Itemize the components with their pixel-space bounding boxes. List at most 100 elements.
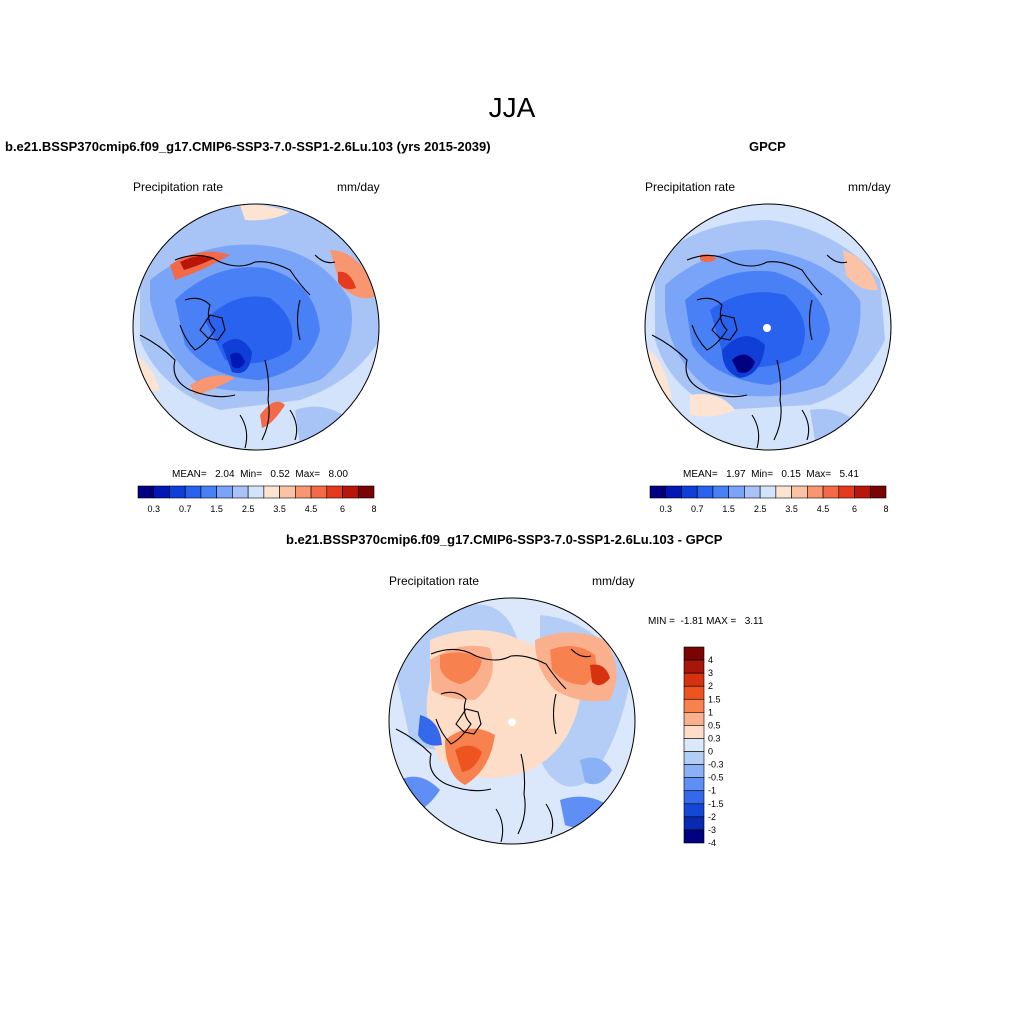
panel-obs-variable-label: Precipitation rate — [645, 180, 736, 194]
colorbar-diff-swatch — [683, 672, 705, 687]
panel-diff-units-label: mm/day — [592, 574, 635, 588]
colorbar-model-tick-label: 3.5 — [273, 504, 286, 514]
colorbar-diff-swatch — [683, 816, 705, 831]
colorbar-model-swatch — [342, 485, 359, 499]
colorbar-obs-swatch — [854, 485, 871, 499]
colorbar-diff-swatch — [683, 659, 705, 674]
colorbar-model-swatch — [169, 485, 186, 499]
colorbar-model-swatch — [310, 485, 328, 499]
colorbar-diff-swatch — [683, 738, 705, 752]
colorbar-diff-tick-label: 0.3 — [708, 733, 721, 743]
map-diff — [389, 598, 635, 844]
colorbar-diff-tick-label: 1.5 — [708, 694, 721, 704]
panel-model-units-label: mm/day — [337, 180, 380, 194]
colorbar-obs-swatch — [696, 485, 714, 499]
map-diff-coastlines — [395, 648, 592, 843]
colorbar-model-tick-label: 0.3 — [147, 504, 160, 514]
colorbar-diff-tick-label: -4 — [708, 838, 716, 848]
colorbar-obs-swatch — [712, 485, 729, 499]
colorbar-diff-swatch — [683, 803, 705, 818]
colorbar-obs-swatch — [838, 485, 855, 499]
colorbar-diff-swatch — [683, 777, 705, 792]
colorbar-obs-swatch — [744, 485, 761, 499]
map-obs-coastlines — [651, 254, 848, 449]
colorbar-diff-swatch — [683, 712, 705, 726]
colorbar-obs-tick-label: 0.3 — [659, 504, 672, 514]
colorbar-obs-swatch — [807, 485, 824, 499]
colorbar-diff-tick-label: 0.5 — [708, 720, 721, 730]
panel-obs-units-label: mm/day — [848, 180, 891, 194]
colorbar-model-tick-label: 0.7 — [179, 504, 192, 514]
colorbar-diff-tick-label: -0.5 — [708, 773, 724, 783]
colorbar-model-tick-label: 1.5 — [210, 504, 223, 514]
panel-diff-variable-label: Precipitation rate — [389, 574, 480, 588]
colorbar-diff-tick-label: 1 — [708, 707, 713, 717]
colorbar-diff-tick-label: -0.3 — [708, 760, 724, 770]
colorbar-model-swatch — [279, 485, 296, 499]
panel-obs-title: GPCP — [749, 139, 786, 154]
colorbar-diff-tick-label: -1 — [708, 786, 716, 796]
colorbar-obs-tick-label: 0.7 — [691, 504, 704, 514]
colorbar-diff-tick-label: -2 — [708, 812, 716, 822]
colorbar-diff-swatch — [683, 764, 705, 778]
panel-model-stats: MEAN= 2.04 Min= 0.52 Max= 8.00 — [172, 469, 348, 480]
colorbar-model-swatch — [216, 485, 233, 499]
colorbar-obs-swatch — [681, 485, 698, 499]
panel-model-title: b.e21.BSSP370cmip6.f09_g17.CMIP6-SSP3-7.… — [5, 139, 491, 154]
colorbar-obs-tick-label: 8 — [883, 504, 888, 514]
colorbar-model-tick-label: 6 — [340, 504, 345, 514]
map-obs-boundary — [644, 203, 892, 451]
colorbar-model-swatch — [357, 485, 375, 499]
colorbar-obs-tick-label: 1.5 — [722, 504, 735, 514]
colorbar-obs-swatch — [869, 485, 887, 499]
map-obs — [645, 204, 891, 450]
colorbar-obs: 0.3 0.7 1.5 2.5 3.5 4.5 6 8 — [649, 485, 889, 514]
colorbar-model-swatch — [295, 485, 312, 499]
colorbar-diff-swatch — [683, 790, 705, 805]
panel-obs-stats: MEAN= 1.97 Min= 0.15 Max= 5.41 — [683, 469, 859, 480]
colorbar-diff-tick-label: -3 — [708, 825, 716, 835]
panel-diff-stats: MIN = -1.81 MAX = 3.11 — [648, 616, 764, 627]
colorbar-obs-swatch — [665, 485, 682, 499]
colorbar-model-swatch — [247, 485, 265, 499]
colorbar-diff-swatch — [683, 829, 705, 844]
colorbar-model-swatch — [200, 485, 217, 499]
colorbar-model: 0.3 0.7 1.5 2.5 3.5 4.5 6 8 — [137, 485, 377, 514]
colorbar-obs-tick-label: 3.5 — [785, 504, 798, 514]
colorbar-diff-swatch — [683, 751, 705, 765]
colorbar-diff-swatch — [683, 698, 705, 713]
colorbar-obs-swatch — [649, 485, 667, 499]
panel-diff-title: b.e21.BSSP370cmip6.f09_g17.CMIP6-SSP3-7.… — [286, 532, 723, 547]
colorbar-model-swatch — [232, 485, 249, 499]
colorbar-diff-tick-label: 4 — [708, 655, 713, 665]
colorbar-diff-tick-label: -1.5 — [708, 799, 724, 809]
colorbar-diff-swatch — [683, 685, 705, 700]
colorbar-model-swatch — [184, 485, 202, 499]
colorbar-diff-tick-label: 3 — [708, 668, 713, 678]
colorbar-diff-tick-label: 2 — [708, 681, 713, 691]
colorbar-model-swatch — [137, 485, 155, 499]
colorbar-model-tick-label: 8 — [371, 504, 376, 514]
colorbar-model-swatch — [326, 485, 343, 499]
colorbar-obs-tick-label: 6 — [852, 504, 857, 514]
colorbar-diff-tick-label: 0 — [708, 747, 713, 757]
map-diff-boundary — [388, 597, 636, 845]
figure-title: JJA — [488, 92, 536, 123]
colorbar-model-swatch — [263, 485, 280, 499]
colorbar-model-tick-label: 4.5 — [305, 504, 318, 514]
colorbar-obs-swatch — [775, 485, 792, 499]
colorbar-model-swatch — [153, 485, 170, 499]
map-model-boundary — [132, 203, 380, 451]
colorbar-obs-tick-label: 4.5 — [817, 504, 830, 514]
map-model-coastlines — [139, 254, 336, 449]
colorbar-diff-swatch — [683, 725, 705, 739]
map-model — [133, 204, 379, 450]
colorbar-obs-tick-label: 2.5 — [754, 504, 767, 514]
colorbar-obs-swatch — [728, 485, 745, 499]
colorbar-obs-swatch — [791, 485, 808, 499]
panel-model-variable-label: Precipitation rate — [133, 180, 224, 194]
colorbar-diff: 4 3 2 1.5 1 0.5 0.3 0 -0.3 -0.5 -1 -1.5 -2 -3 -4 — [683, 646, 724, 848]
colorbar-diff-swatch — [683, 646, 705, 661]
colorbar-obs-swatch — [759, 485, 777, 499]
